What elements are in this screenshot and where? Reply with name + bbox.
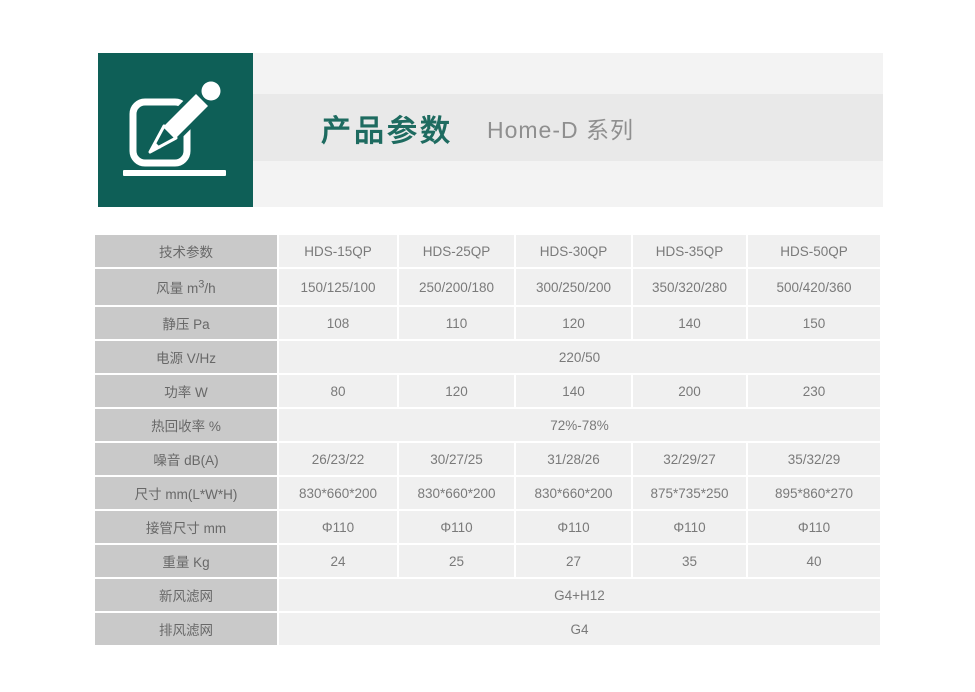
- table-row: 新风滤网 G4+H12: [95, 579, 880, 611]
- row-label: 重量 Kg: [162, 555, 210, 570]
- row-label-cell: 静压 Pa: [95, 307, 277, 339]
- value-cell: 500/420/360: [748, 269, 880, 305]
- column-header: HDS-35QP: [633, 235, 746, 267]
- value-cell: 250/200/180: [399, 269, 514, 305]
- value-cell: Φ110: [633, 511, 746, 543]
- spec-table-head: 技术参数 HDS-15QP HDS-25QP HDS-30QP HDS-35QP HDS-…: [95, 235, 880, 267]
- value-cell: 230: [748, 375, 880, 407]
- row-label-cell: 功率 W: [95, 375, 277, 407]
- table-row: 电源 V/Hz 220/50: [95, 341, 880, 373]
- banner-stripe-middle: 产品参数 Home-D 系列: [253, 94, 883, 161]
- value-cell: 300/250/200: [516, 269, 631, 305]
- value-cell: 25: [399, 545, 514, 577]
- value-cell: 150: [748, 307, 880, 339]
- value-cell: 830*660*200: [399, 477, 514, 509]
- value-cell: 350/320/280: [633, 269, 746, 305]
- merged-value-cell: G4+H12: [279, 579, 880, 611]
- table-row: 噪音 dB(A) 26/23/22 30/27/25 31/28/26 32/29/27…: [95, 443, 880, 475]
- banner-stripe-bottom: [253, 161, 883, 207]
- row-label: 功率 W: [164, 385, 208, 400]
- value-cell: Φ110: [399, 511, 514, 543]
- value-cell: 120: [516, 307, 631, 339]
- value-cell: 140: [516, 375, 631, 407]
- value-cell: 895*860*270: [748, 477, 880, 509]
- row-label-cell: 重量 Kg: [95, 545, 277, 577]
- value-cell: 110: [399, 307, 514, 339]
- row-label: 新风滤网: [159, 589, 213, 604]
- row-label: 电源 V/Hz: [155, 351, 216, 366]
- edit-icon-tile: [98, 53, 253, 207]
- row-label-cell: 新风滤网: [95, 579, 277, 611]
- value-cell: 35: [633, 545, 746, 577]
- row-label: 尺寸 mm(L*W*H): [134, 487, 238, 502]
- value-cell: 120: [399, 375, 514, 407]
- value-cell: 35/32/29: [748, 443, 880, 475]
- column-header: HDS-25QP: [399, 235, 514, 267]
- row-label-cell: 排风滤网: [95, 613, 277, 645]
- value-cell: 108: [279, 307, 397, 339]
- column-header: HDS-15QP: [279, 235, 397, 267]
- row-label: 热回收率 %: [151, 419, 221, 434]
- column-header: HDS-30QP: [516, 235, 631, 267]
- row-label-superscript: 3: [198, 278, 205, 291]
- value-cell: 40: [748, 545, 880, 577]
- value-cell: 875*735*250: [633, 477, 746, 509]
- value-cell: 200: [633, 375, 746, 407]
- value-cell: 27: [516, 545, 631, 577]
- page-title: 产品参数: [321, 114, 453, 148]
- table-row: 热回收率 % 72%-78%: [95, 409, 880, 441]
- pencil-edit-icon: [123, 81, 226, 176]
- value-cell: 830*660*200: [516, 477, 631, 509]
- header-banner: 产品参数 Home-D 系列: [253, 53, 883, 207]
- row-label-cell: 尺寸 mm(L*W*H): [95, 477, 277, 509]
- row-label-cell: 热回收率 %: [95, 409, 277, 441]
- merged-value-cell: 72%-78%: [279, 409, 880, 441]
- table-row: 重量 Kg 24 25 27 35 40: [95, 545, 880, 577]
- value-cell: Φ110: [748, 511, 880, 543]
- merged-value-cell: G4: [279, 613, 880, 645]
- row-label-cell: 电源 V/Hz: [95, 341, 277, 373]
- row-label: 静压 Pa: [162, 317, 210, 332]
- value-cell: 31/28/26: [516, 443, 631, 475]
- value-cell: 24: [279, 545, 397, 577]
- table-row: 功率 W 80 120 140 200 230: [95, 375, 880, 407]
- value-cell: 32/29/27: [633, 443, 746, 475]
- table-row: 接管尺寸 mm Φ110 Φ110 Φ110 Φ110 Φ110: [95, 511, 880, 543]
- merged-value-cell: 220/50: [279, 341, 880, 373]
- table-row: 静压 Pa 108 110 120 140 150: [95, 307, 880, 339]
- value-cell: Φ110: [279, 511, 397, 543]
- banner-stripe-top: [253, 53, 883, 94]
- page-subtitle: Home-D 系列: [487, 116, 635, 143]
- row-label-cell: 风量 m3/h: [95, 269, 277, 305]
- row-label: 排风滤网: [159, 623, 213, 638]
- value-cell: 30/27/25: [399, 443, 514, 475]
- value-cell: 80: [279, 375, 397, 407]
- row-label: 噪音 dB(A): [153, 453, 219, 468]
- value-cell: 150/125/100: [279, 269, 397, 305]
- table-row: 尺寸 mm(L*W*H) 830*660*200 830*660*200 830*66…: [95, 477, 880, 509]
- row-label-suffix: /h: [204, 281, 216, 296]
- row-label-cell: 接管尺寸 mm: [95, 511, 277, 543]
- spec-table: 技术参数 HDS-15QP HDS-25QP HDS-30QP HDS-35QP HDS-…: [93, 233, 882, 647]
- value-cell: 140: [633, 307, 746, 339]
- spec-table-body: 风量 m3/h 150/125/100 250/200/180 300/250/200…: [95, 269, 880, 645]
- column-header: HDS-50QP: [748, 235, 880, 267]
- table-row: 风量 m3/h 150/125/100 250/200/180 300/250/200…: [95, 269, 880, 305]
- row-label: 接管尺寸 mm: [145, 521, 227, 536]
- row-label: 风量 m: [156, 281, 199, 296]
- row-label-cell: 噪音 dB(A): [95, 443, 277, 475]
- table-corner-header: 技术参数: [95, 235, 277, 267]
- value-cell: 830*660*200: [279, 477, 397, 509]
- value-cell: 26/23/22: [279, 443, 397, 475]
- table-row: 排风滤网 G4: [95, 613, 880, 645]
- value-cell: Φ110: [516, 511, 631, 543]
